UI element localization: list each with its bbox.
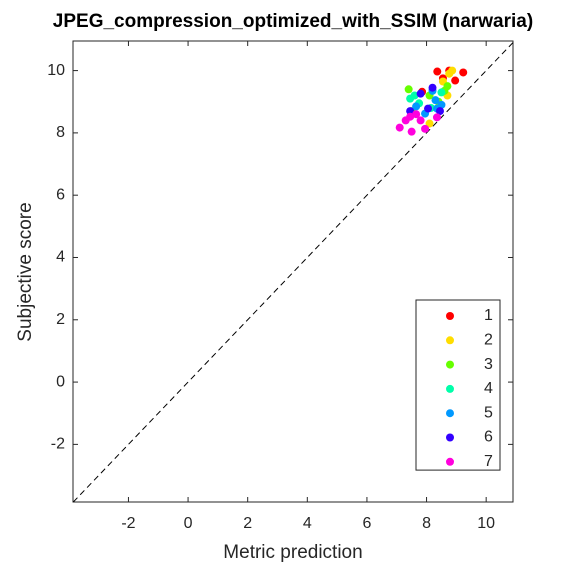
legend-marker bbox=[446, 457, 454, 466]
legend-label: 1 bbox=[484, 307, 493, 324]
legend-label: 7 bbox=[484, 453, 493, 470]
chart-title: JPEG_compression_optimized_with_SSIM (na… bbox=[53, 11, 533, 32]
x-axis-label: Metric prediction bbox=[223, 542, 362, 563]
point bbox=[425, 119, 434, 128]
x-tick-label: 8 bbox=[422, 515, 431, 532]
y-tick-label: 0 bbox=[56, 373, 65, 390]
y-tick-label: -2 bbox=[51, 436, 65, 453]
x-tick-label: 10 bbox=[477, 515, 495, 532]
point bbox=[406, 107, 415, 116]
point bbox=[433, 67, 442, 76]
y-axis-label: Subjective score bbox=[15, 202, 36, 341]
legend-label: 6 bbox=[484, 429, 493, 446]
x-tick-label: 6 bbox=[362, 515, 371, 532]
legend-label: 2 bbox=[484, 332, 493, 349]
x-tick-label: 0 bbox=[184, 515, 193, 532]
legend-marker bbox=[446, 336, 454, 345]
legend-marker bbox=[446, 384, 454, 393]
point bbox=[421, 124, 430, 133]
point bbox=[448, 66, 457, 75]
point bbox=[459, 68, 468, 77]
legend-marker bbox=[446, 433, 454, 442]
point bbox=[412, 110, 421, 119]
x-tick-label: 2 bbox=[243, 515, 252, 532]
point bbox=[416, 116, 425, 125]
legend-marker bbox=[446, 360, 454, 369]
y-tick-label: 4 bbox=[56, 249, 65, 266]
x-tick-label: -2 bbox=[121, 515, 135, 532]
point bbox=[412, 102, 421, 111]
point bbox=[424, 104, 433, 113]
point bbox=[451, 76, 460, 85]
point bbox=[435, 107, 444, 116]
point bbox=[428, 83, 437, 92]
y-tick-label: 8 bbox=[56, 124, 65, 141]
point bbox=[432, 113, 441, 122]
y-tick-label: 2 bbox=[56, 311, 65, 328]
point bbox=[401, 116, 410, 125]
point bbox=[407, 127, 416, 136]
diagonal bbox=[72, 42, 514, 503]
legend bbox=[415, 299, 501, 471]
legend-label: 3 bbox=[484, 356, 493, 373]
y-tick-label: 10 bbox=[47, 62, 65, 79]
legend-label: 4 bbox=[484, 380, 493, 397]
legend-marker bbox=[446, 409, 454, 418]
legend-marker bbox=[446, 312, 454, 320]
point bbox=[431, 96, 440, 105]
y-tick-label: 6 bbox=[56, 186, 65, 203]
point bbox=[437, 100, 446, 109]
point bbox=[395, 123, 404, 132]
point bbox=[404, 85, 413, 94]
point bbox=[437, 88, 446, 97]
point bbox=[443, 82, 452, 91]
legend-label: 5 bbox=[484, 404, 493, 421]
x-tick-label: 4 bbox=[303, 515, 312, 532]
point bbox=[416, 89, 425, 98]
